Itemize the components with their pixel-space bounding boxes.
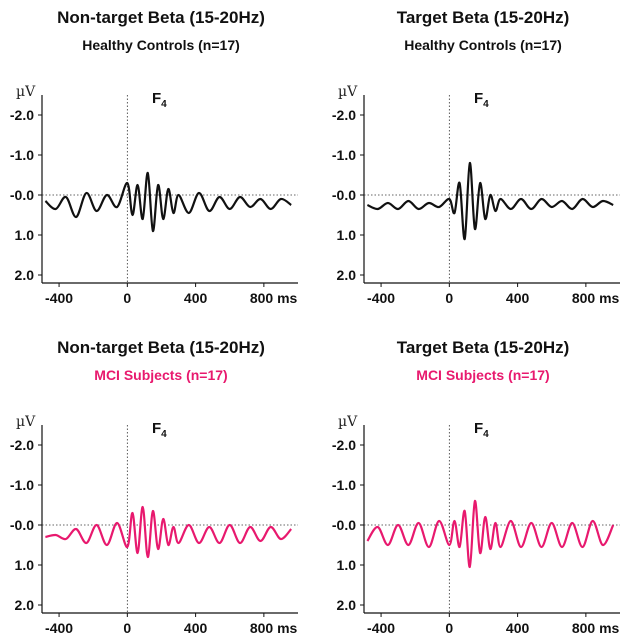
y-tick-label: -2.0	[10, 107, 34, 123]
x-tick-label: -400	[45, 620, 73, 636]
x-tick-label: -400	[45, 290, 73, 306]
panel-nontarget-mci: Non-target Beta (15-20Hz) MCI Subjects (…	[0, 330, 322, 641]
electrode-subscript: 4	[483, 99, 489, 110]
panel-nontarget-healthy: Non-target Beta (15-20Hz) Healthy Contro…	[0, 0, 322, 311]
y-unit-label: µV	[16, 414, 36, 430]
plot-area: -2.0 -1.0 -0.0 1.0 2.0 -400 0 400 800 ms µV F4	[322, 0, 644, 311]
panel-target-healthy: Target Beta (15-20Hz) Healthy Controls (…	[322, 0, 644, 311]
y-tick-label: -2.0	[332, 107, 356, 123]
y-tick-label: 2.0	[337, 597, 357, 613]
y-tick-label: 2.0	[15, 267, 35, 283]
electrode-subscript: 4	[161, 429, 167, 440]
y-tick-label: -0.0	[10, 187, 34, 203]
x-tick-label: 400	[184, 620, 208, 636]
y-tick-label: -1.0	[10, 477, 34, 493]
y-tick-label: -0.0	[332, 187, 356, 203]
x-tick-label: 0	[445, 290, 453, 306]
electrode-label: F4	[474, 90, 489, 110]
y-unit-label: µV	[338, 84, 358, 100]
y-tick-label: -1.0	[332, 147, 356, 163]
y-tick-label: -0.0	[10, 517, 34, 533]
plot-area: -2.0 -1.0 -0.0 1.0 2.0 -400 0 400 800 ms µV F4	[322, 330, 644, 641]
series-line	[45, 173, 291, 231]
electrode-subscript: 4	[483, 429, 489, 440]
y-tick-label: 1.0	[337, 227, 357, 243]
x-tick-label: 0	[123, 620, 131, 636]
y-tick-label: -1.0	[10, 147, 34, 163]
x-tick-label: 800 ms	[572, 290, 620, 306]
y-tick-label: -1.0	[332, 477, 356, 493]
x-tick-label: 800 ms	[572, 620, 620, 636]
x-tick-label: 800 ms	[250, 620, 298, 636]
y-tick-label: -2.0	[10, 437, 34, 453]
electrode-label: F4	[474, 420, 489, 440]
x-tick-label: 0	[123, 290, 131, 306]
y-tick-label: 1.0	[337, 557, 357, 573]
y-unit-label: µV	[338, 414, 358, 430]
x-tick-label: -400	[367, 290, 395, 306]
y-tick-label: 2.0	[15, 597, 35, 613]
x-tick-label: 0	[445, 620, 453, 636]
electrode-label: F4	[152, 420, 167, 440]
plot-area: -2.0 -1.0 -0.0 1.0 2.0 -400 0 400 800 ms µV F4	[0, 0, 322, 311]
y-tick-label: -0.0	[332, 517, 356, 533]
y-tick-label: 1.0	[15, 557, 35, 573]
electrode-subscript: 4	[161, 99, 167, 110]
panel-target-mci: Target Beta (15-20Hz) MCI Subjects (n=17…	[322, 330, 644, 641]
series-line	[367, 163, 613, 239]
x-tick-label: 400	[506, 290, 530, 306]
y-tick-label: -2.0	[332, 437, 356, 453]
y-tick-label: 1.0	[15, 227, 35, 243]
series-line	[367, 501, 613, 567]
x-tick-label: 800 ms	[250, 290, 298, 306]
y-unit-label: µV	[16, 84, 36, 100]
x-tick-label: -400	[367, 620, 395, 636]
series-line	[45, 507, 291, 557]
x-tick-label: 400	[184, 290, 208, 306]
x-tick-label: 400	[506, 620, 530, 636]
plot-area: -2.0 -1.0 -0.0 1.0 2.0 -400 0 400 800 ms µV F4	[0, 330, 322, 641]
y-tick-label: 2.0	[337, 267, 357, 283]
electrode-label: F4	[152, 90, 167, 110]
